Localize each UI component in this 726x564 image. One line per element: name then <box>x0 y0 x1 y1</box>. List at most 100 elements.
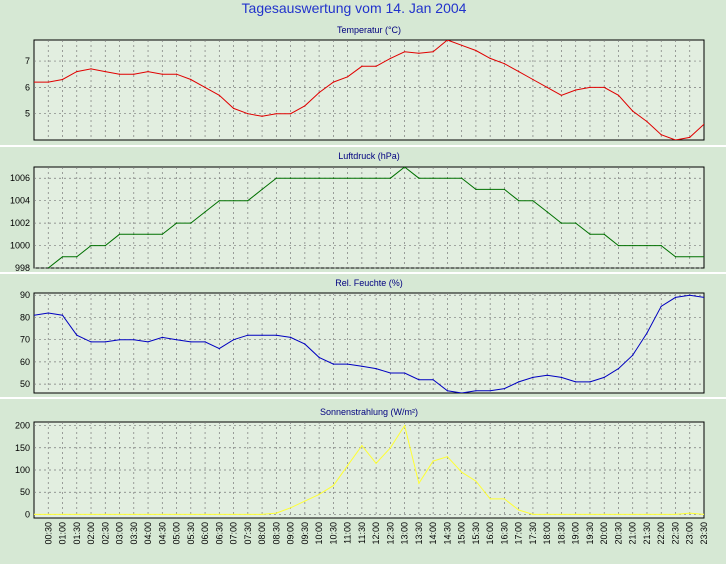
data-point <box>446 177 448 179</box>
data-point <box>432 460 434 462</box>
x-tick-label: 17:00 <box>514 522 524 545</box>
data-point <box>347 363 349 365</box>
data-point <box>190 341 192 343</box>
chart-panel-1: Temperatur (°C) 5 6 7 <box>0 25 726 147</box>
x-tick-label: 15:30 <box>471 522 481 545</box>
x-tick-label: 05:30 <box>186 522 196 545</box>
y-tick-label: 150 <box>15 443 30 453</box>
data-point <box>603 233 605 235</box>
data-point <box>532 78 534 81</box>
data-point <box>575 513 577 516</box>
data-point <box>489 390 491 392</box>
data-point <box>61 256 64 258</box>
data-point <box>603 86 605 88</box>
data-point <box>347 465 349 467</box>
data-point <box>546 513 548 516</box>
x-tick-label: 05:00 <box>172 522 182 545</box>
data-point <box>432 51 434 53</box>
series-line-1 <box>34 424 704 515</box>
x-tick-label: 08:00 <box>257 522 267 545</box>
data-point <box>461 471 463 473</box>
x-tick-label: 20:30 <box>614 522 624 545</box>
data-point <box>104 71 106 73</box>
x-tick-label: 02:30 <box>100 522 110 545</box>
data-point <box>575 381 577 383</box>
x-tick-label: 01:00 <box>58 522 68 545</box>
x-tick-label: 16:00 <box>485 522 495 545</box>
data-point <box>703 513 704 515</box>
data-point <box>90 513 92 516</box>
x-tick-label: 14:00 <box>428 522 438 545</box>
data-point <box>560 513 563 516</box>
x-tick-label: 07:00 <box>229 522 239 545</box>
x-tick-label: 07:30 <box>243 522 253 545</box>
data-point <box>190 513 192 516</box>
x-tick-label: 06:30 <box>214 522 224 545</box>
chart-panel-4: Sonnenstrahlung (W/m²) 0 50 100 150 200 <box>15 407 705 519</box>
data-point <box>275 177 277 179</box>
data-point <box>418 52 420 54</box>
x-tick-label: 11:30 <box>357 522 367 544</box>
data-point <box>589 513 591 516</box>
data-point <box>375 462 377 464</box>
x-tick-label: 03:30 <box>129 522 139 545</box>
data-point <box>104 341 106 343</box>
x-tick-label: 15:00 <box>457 522 467 545</box>
data-point <box>90 68 92 70</box>
data-point <box>318 92 320 94</box>
data-point <box>546 211 548 213</box>
data-point <box>589 86 591 88</box>
data-point <box>432 379 434 381</box>
data-point <box>261 115 263 117</box>
data-point <box>475 390 477 392</box>
x-tick-label: 04:00 <box>143 522 153 545</box>
data-point <box>489 498 491 500</box>
data-point <box>332 363 334 365</box>
data-point <box>389 177 391 179</box>
x-tick-label: 03:00 <box>115 522 125 545</box>
data-point <box>632 110 634 112</box>
data-point <box>518 200 520 202</box>
x-tick-label: 20:00 <box>599 522 609 545</box>
data-point <box>703 296 704 298</box>
data-point <box>118 513 121 516</box>
data-point <box>689 294 691 296</box>
data-point <box>176 73 178 75</box>
data-point <box>446 40 448 41</box>
series-line-1 <box>34 294 704 393</box>
x-tick-label: 22:30 <box>671 522 681 545</box>
data-point <box>674 139 677 140</box>
data-point <box>90 341 92 343</box>
data-point <box>404 167 406 168</box>
x-tick-label: 08:30 <box>271 522 281 545</box>
data-point <box>461 392 463 393</box>
data-point <box>47 312 49 314</box>
data-point <box>90 245 92 247</box>
data-point <box>332 485 334 487</box>
data-point <box>660 305 662 307</box>
data-point <box>503 388 505 390</box>
x-tick-label: 19:30 <box>585 522 595 545</box>
data-point <box>389 57 391 60</box>
x-tick-label: 06:00 <box>200 522 210 545</box>
data-point <box>318 356 320 358</box>
data-point <box>133 339 135 341</box>
data-point <box>218 200 220 202</box>
data-point <box>118 73 121 75</box>
x-tick-label: 16:30 <box>499 522 509 545</box>
x-axis-labels: 00:30 01:00 01:30 02:00 02:30 03:00 03:30 04:00… <box>43 522 709 545</box>
x-tick-label: 14:30 <box>442 522 452 545</box>
data-point <box>190 222 192 224</box>
y-tick-label: 1000 <box>10 241 30 251</box>
data-point <box>560 222 563 224</box>
data-point <box>389 372 391 374</box>
data-point <box>347 76 349 78</box>
data-point <box>247 513 249 516</box>
data-point <box>332 177 334 179</box>
data-point <box>147 71 149 73</box>
y-tick-label: 80 <box>20 312 30 322</box>
data-point <box>133 73 135 75</box>
y-tick-label: 6 <box>25 82 30 92</box>
data-point <box>560 94 563 96</box>
